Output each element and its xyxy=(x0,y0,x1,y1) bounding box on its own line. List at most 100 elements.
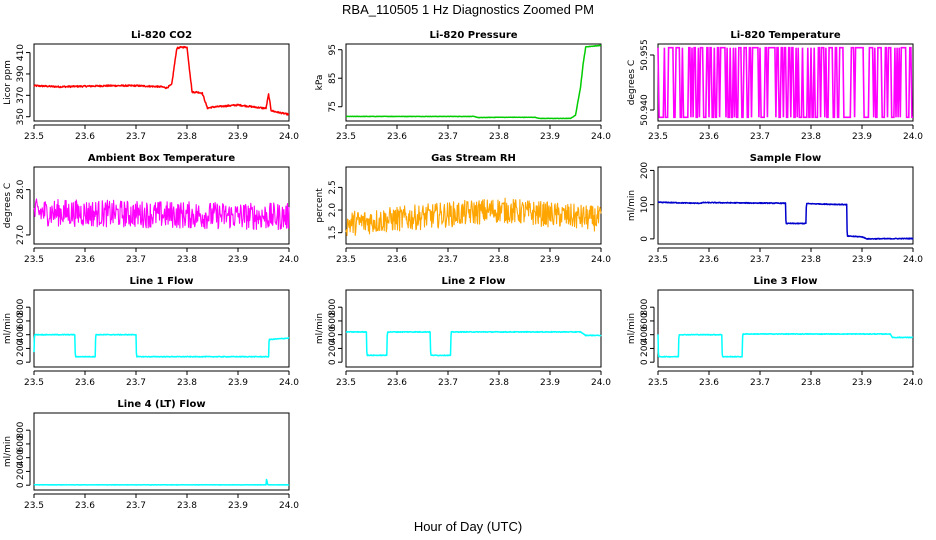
y-tick-label: 100 xyxy=(640,196,650,213)
y-tick-label: 400 xyxy=(16,449,26,466)
panel-title: Ambient Box Temperature xyxy=(88,153,235,164)
x-tick-label: 23.9 xyxy=(228,501,248,511)
plot-frame xyxy=(33,166,290,245)
plot-frame xyxy=(657,166,914,245)
panel-title: Line 2 Flow xyxy=(442,276,506,287)
x-tick-label: 23.8 xyxy=(177,132,197,142)
y-tick-label: 800 xyxy=(328,298,338,315)
x-tick-label: 24.0 xyxy=(591,378,611,388)
y-axis-label: ml/min xyxy=(627,190,637,221)
plot-frame xyxy=(33,289,290,368)
x-tick-label: 23.8 xyxy=(177,501,197,511)
y-axis-label: degrees C xyxy=(3,183,13,228)
x-tick-label: 23.7 xyxy=(126,132,146,142)
x-tick-label: 23.5 xyxy=(24,132,44,142)
x-tick-label: 24.0 xyxy=(279,132,299,142)
y-axis-label: kPa xyxy=(315,75,325,91)
x-tick-label: 23.7 xyxy=(750,255,770,265)
panel-title: Li-820 CO2 xyxy=(131,30,192,41)
y-tick-label: 50.955 xyxy=(640,39,650,71)
y-tick-label: 1.5 xyxy=(328,226,338,240)
y-tick-label: 370 xyxy=(16,86,26,103)
x-tick-label: 23.6 xyxy=(75,132,95,142)
x-tick-label: 23.9 xyxy=(540,378,560,388)
panel-title: Line 1 Flow xyxy=(130,276,194,287)
y-tick-label: 350 xyxy=(16,108,26,125)
x-tick-label: 23.7 xyxy=(438,378,458,388)
x-tick-label: 23.9 xyxy=(228,255,248,265)
x-tick-label: 23.9 xyxy=(852,255,872,265)
x-tick-label: 23.7 xyxy=(438,132,458,142)
y-axis-label: ml/min xyxy=(3,436,13,467)
y-tick-label: 95 xyxy=(328,44,338,55)
panel-2: Li-820 Pressure 75 85 95 kPa 23.5 23.6 23.7 23.8… xyxy=(315,30,611,142)
series-line xyxy=(33,198,290,231)
y-tick-label: 75 xyxy=(328,101,338,112)
x-tick-label: 24.0 xyxy=(279,501,299,511)
y-tick-label: 0 xyxy=(16,482,26,488)
x-tick-label: 24.0 xyxy=(903,255,923,265)
series-line xyxy=(33,45,290,116)
plot-frame xyxy=(345,43,602,122)
x-tick-label: 23.5 xyxy=(648,132,668,142)
x-tick-label: 24.0 xyxy=(279,255,299,265)
x-tick-label: 23.8 xyxy=(177,255,197,265)
y-tick-label: 800 xyxy=(640,298,650,315)
panel-title: Line 4 (LT) Flow xyxy=(117,399,205,410)
y-tick-label: 400 xyxy=(16,326,26,343)
series-line xyxy=(657,201,914,240)
y-tick-label: 400 xyxy=(640,326,650,343)
x-tick-label: 23.7 xyxy=(126,255,146,265)
x-tick-label: 23.9 xyxy=(228,132,248,142)
x-tick-label: 23.8 xyxy=(489,255,509,265)
x-tick-label: 23.5 xyxy=(24,378,44,388)
x-tick-label: 23.7 xyxy=(750,132,770,142)
y-tick-label: 0 xyxy=(328,359,338,365)
x-tick-label: 23.9 xyxy=(852,132,872,142)
y-tick-label: 27.0 xyxy=(16,225,26,245)
x-tick-label: 23.9 xyxy=(228,378,248,388)
y-tick-label: 0 xyxy=(16,359,26,365)
panel-6: Sample Flow 0 100 200 ml/min 23.5 23.6 23.7 23.8… xyxy=(627,153,923,265)
y-axis-label: ml/min xyxy=(3,313,13,344)
x-tick-label: 23.7 xyxy=(750,378,770,388)
series-line xyxy=(345,330,602,357)
x-tick-label: 23.8 xyxy=(489,132,509,142)
y-tick-label: 600 xyxy=(16,435,26,452)
y-tick-label: 2.5 xyxy=(328,180,338,194)
y-tick-label: 28.0 xyxy=(16,179,26,199)
x-tick-label: 23.5 xyxy=(648,378,668,388)
x-tick-label: 23.6 xyxy=(75,501,95,511)
x-tick-label: 24.0 xyxy=(279,378,299,388)
x-tick-label: 23.8 xyxy=(801,132,821,142)
y-tick-label: 0 xyxy=(640,359,650,365)
y-tick-label: 200 xyxy=(640,162,650,179)
x-tick-label: 23.5 xyxy=(336,132,356,142)
series-line xyxy=(33,478,290,486)
x-tick-label: 23.5 xyxy=(24,255,44,265)
y-tick-label: 2.0 xyxy=(328,203,338,218)
x-tick-label: 23.5 xyxy=(336,255,356,265)
y-axis-label: percent xyxy=(315,188,325,223)
y-tick-label: 800 xyxy=(16,421,26,438)
plot-frame xyxy=(33,412,290,491)
x-tick-label: 23.6 xyxy=(699,378,719,388)
x-tick-label: 24.0 xyxy=(903,378,923,388)
x-tick-label: 23.6 xyxy=(387,255,407,265)
x-tick-label: 23.8 xyxy=(489,378,509,388)
panel-title: Li-820 Pressure xyxy=(429,30,517,41)
x-tick-label: 23.8 xyxy=(177,378,197,388)
x-tick-label: 23.8 xyxy=(801,255,821,265)
y-tick-label: 600 xyxy=(328,312,338,329)
x-tick-label: 23.5 xyxy=(24,501,44,511)
y-tick-label: 200 xyxy=(640,340,650,357)
y-tick-label: 0 xyxy=(640,236,650,242)
